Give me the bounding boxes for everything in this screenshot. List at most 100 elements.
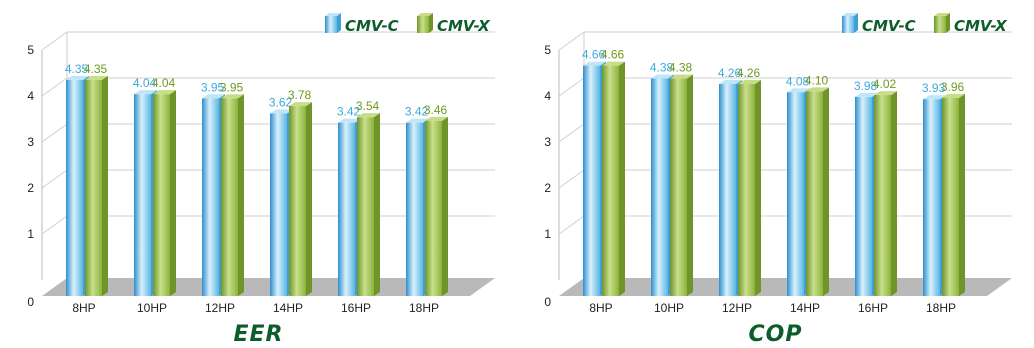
bar-front: [719, 84, 736, 296]
bar-top: [738, 80, 761, 85]
bar-top: [670, 74, 693, 79]
legend-swatch-cmv-x: [934, 16, 946, 33]
bar-cmv-x-16hp: [357, 113, 380, 296]
bar-top: [583, 61, 606, 66]
eer-chart-plot: 0 1 2 3 4 5 4.354.35 8HP 4.044.04 10HP 3.953.95 12H…: [27, 13, 495, 315]
bar-top: [855, 92, 878, 97]
y-tick-label: 3: [27, 135, 34, 149]
bar-top: [357, 113, 380, 118]
cop-chart: 0 1 2 3 4 5 4.66 4.66 8HP 4.38 4.38 10HP 4.26 4.26 12H…: [517, 0, 1034, 348]
bar-front: [874, 95, 891, 296]
data-label: 4.66: [601, 48, 625, 62]
bar-side: [959, 93, 965, 296]
grid-diag: [558, 77, 585, 97]
bar-front: [134, 94, 151, 296]
data-label: 4.35: [84, 62, 108, 76]
bar-top: [270, 109, 293, 114]
bar-front: [289, 106, 306, 297]
legend-swatch-cmv-c: [325, 16, 337, 33]
bar-front: [425, 120, 442, 296]
data-label: 3.78: [288, 88, 312, 102]
bar-top: [134, 90, 157, 95]
bar-top: [202, 94, 225, 99]
bar-side: [306, 102, 312, 297]
data-label: 4.38: [669, 61, 693, 75]
legend-swatch-top: [417, 13, 433, 16]
bar-side: [891, 91, 897, 296]
data-label: 4.66: [582, 48, 606, 62]
bar-cmv-x-12hp: [738, 80, 761, 296]
bar-front: [338, 122, 355, 297]
data-label: 4.10: [805, 73, 829, 87]
data-label: 4.38: [650, 61, 674, 75]
bar-top: [338, 118, 361, 123]
x-tick-label: 12HP: [205, 301, 235, 315]
bar-front: [357, 117, 374, 296]
y-tick-label: 2: [27, 181, 34, 195]
legend-label-cmv-x: CMV-X: [954, 17, 1008, 35]
grid-diag: [41, 215, 68, 235]
bar-cmv-x-12hp: [221, 94, 244, 296]
bar-front: [602, 65, 619, 296]
data-label: 4.26: [737, 66, 761, 80]
eer-chart-title: EER: [233, 322, 284, 347]
x-tick-label: 18HP: [926, 301, 956, 315]
grid-diag: [41, 31, 68, 51]
bar-top: [602, 61, 625, 66]
y-tick-label: 5: [544, 43, 551, 57]
data-label: 4.04: [152, 76, 176, 90]
bar-top: [85, 75, 108, 80]
y-tick-label: 5: [27, 43, 34, 57]
bar-top: [719, 80, 742, 85]
bar-side: [102, 75, 108, 297]
bar-cmv-x-18hp: [425, 116, 448, 296]
bar-top: [651, 74, 674, 79]
legend-swatch-side: [946, 13, 950, 33]
bar-side: [687, 74, 693, 297]
bar-side: [374, 113, 380, 296]
legend-swatch-cmv-x: [417, 16, 429, 33]
bar-top: [289, 102, 312, 107]
grid-diag: [558, 31, 585, 51]
data-label: 3.93: [922, 81, 946, 95]
data-label: 4.35: [65, 62, 89, 76]
data-label: 3.96: [941, 80, 965, 94]
bar-cmv-x-8hp: [602, 61, 625, 296]
bar-front: [221, 98, 238, 296]
data-label: 3.46: [424, 103, 448, 117]
legend-label-cmv-c: CMV-C: [862, 17, 916, 35]
y-tick-label: 2: [544, 181, 551, 195]
bar-side: [619, 61, 625, 296]
bar-front: [855, 96, 872, 296]
data-label: 4.02: [873, 77, 897, 91]
cop-chart-title: COP: [748, 322, 803, 347]
bar-top: [425, 116, 448, 121]
bar-front: [66, 79, 83, 297]
data-label: 4.26: [718, 66, 742, 80]
bar-front: [738, 84, 755, 296]
legend-swatch-cmv-c: [842, 16, 854, 33]
bar-front: [942, 97, 959, 296]
eer-chart: 0 1 2 3 4 5 4.35 4.35 8HP 4.04 4.04 10HP 3.95 3.95 12H…: [27, 13, 495, 347]
x-tick-label: 8HP: [589, 301, 612, 315]
bar-top: [153, 90, 176, 95]
data-label: 3.42: [405, 105, 429, 119]
bar-side: [170, 90, 176, 296]
data-label: 3.98: [854, 79, 878, 93]
x-tick-label: 8HP: [72, 301, 95, 315]
grid-diag: [558, 215, 585, 235]
x-tick-label: 16HP: [341, 301, 371, 315]
bar-front: [651, 78, 668, 297]
bar-cmv-x-10hp: [153, 90, 176, 296]
bar-front: [202, 98, 219, 296]
data-label: 3.54: [356, 99, 380, 113]
bar-front: [270, 113, 287, 296]
y-tick-label: 1: [544, 227, 551, 241]
bar-top: [806, 87, 829, 92]
legend: CMV-C CMV-X: [325, 13, 491, 35]
x-tick-label: 10HP: [654, 301, 684, 315]
bar-top: [787, 88, 810, 93]
bar-top: [942, 93, 965, 98]
x-tick-label: 10HP: [137, 301, 167, 315]
x-tick-label: 16HP: [858, 301, 888, 315]
